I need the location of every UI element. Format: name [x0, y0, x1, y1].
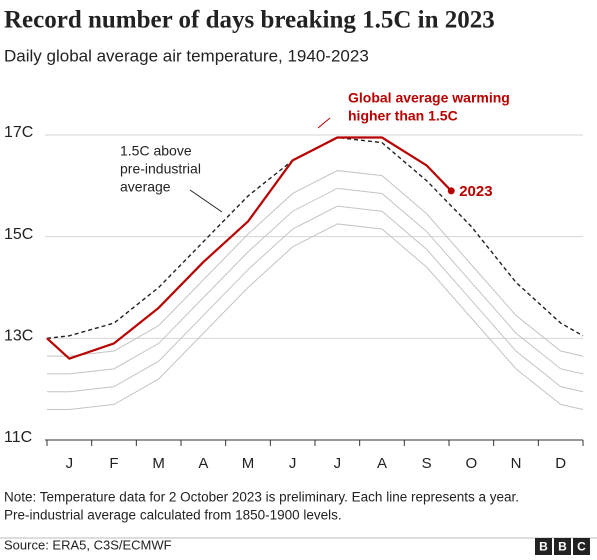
x-tick-label: J [334, 455, 342, 472]
note: Note: Temperature data for 2 October 202… [4, 490, 519, 505]
x-tick-label: S [422, 455, 432, 472]
logo-letter: C [577, 540, 586, 554]
end-point [447, 187, 455, 195]
x-tick-label: O [465, 455, 477, 472]
x-tick-label: A [377, 455, 387, 472]
annotation: Global average warming [348, 90, 510, 106]
x-tick-label: F [109, 455, 118, 472]
x-tick-label: M [152, 455, 165, 472]
annotation: pre-industrial [120, 161, 201, 177]
x-tick-label: J [66, 455, 74, 472]
y-tick-label: 17C [4, 124, 33, 141]
year-line [47, 170, 584, 357]
y-tick-label: 11C [4, 429, 32, 446]
annotation-pointer [189, 189, 223, 213]
logo-letter: B [558, 540, 567, 554]
chart-title: Record number of days breaking 1.5C in 2… [4, 7, 495, 34]
x-tick-label: N [511, 455, 522, 472]
source: Source: ERA5, C3S/ECMWF [4, 537, 172, 552]
year-line [47, 187, 584, 375]
x-tick-label: M [242, 455, 255, 472]
logo-box [554, 538, 571, 555]
x-tick-label: A [198, 455, 208, 472]
logo-letter: B [539, 540, 548, 554]
series-label: 2023 [459, 183, 492, 200]
note: Pre-industrial average calculated from 1… [4, 508, 342, 523]
y-tick-label: 15C [4, 226, 33, 243]
annotation-pointer [317, 117, 331, 129]
year-line [47, 223, 584, 410]
y-tick-label: 13C [4, 328, 33, 345]
series-line [46, 136, 453, 360]
logo-box [535, 538, 552, 555]
annotation: higher than 1.5C [348, 108, 458, 124]
x-tick-label: D [555, 455, 566, 472]
x-tick-label: J [289, 455, 297, 472]
annotation: 1.5C above [120, 143, 192, 159]
chart-subtitle: Daily global average air temperature, 19… [4, 46, 369, 65]
logo-box [573, 538, 590, 555]
year-line [47, 205, 584, 393]
annotation: average [120, 179, 171, 195]
